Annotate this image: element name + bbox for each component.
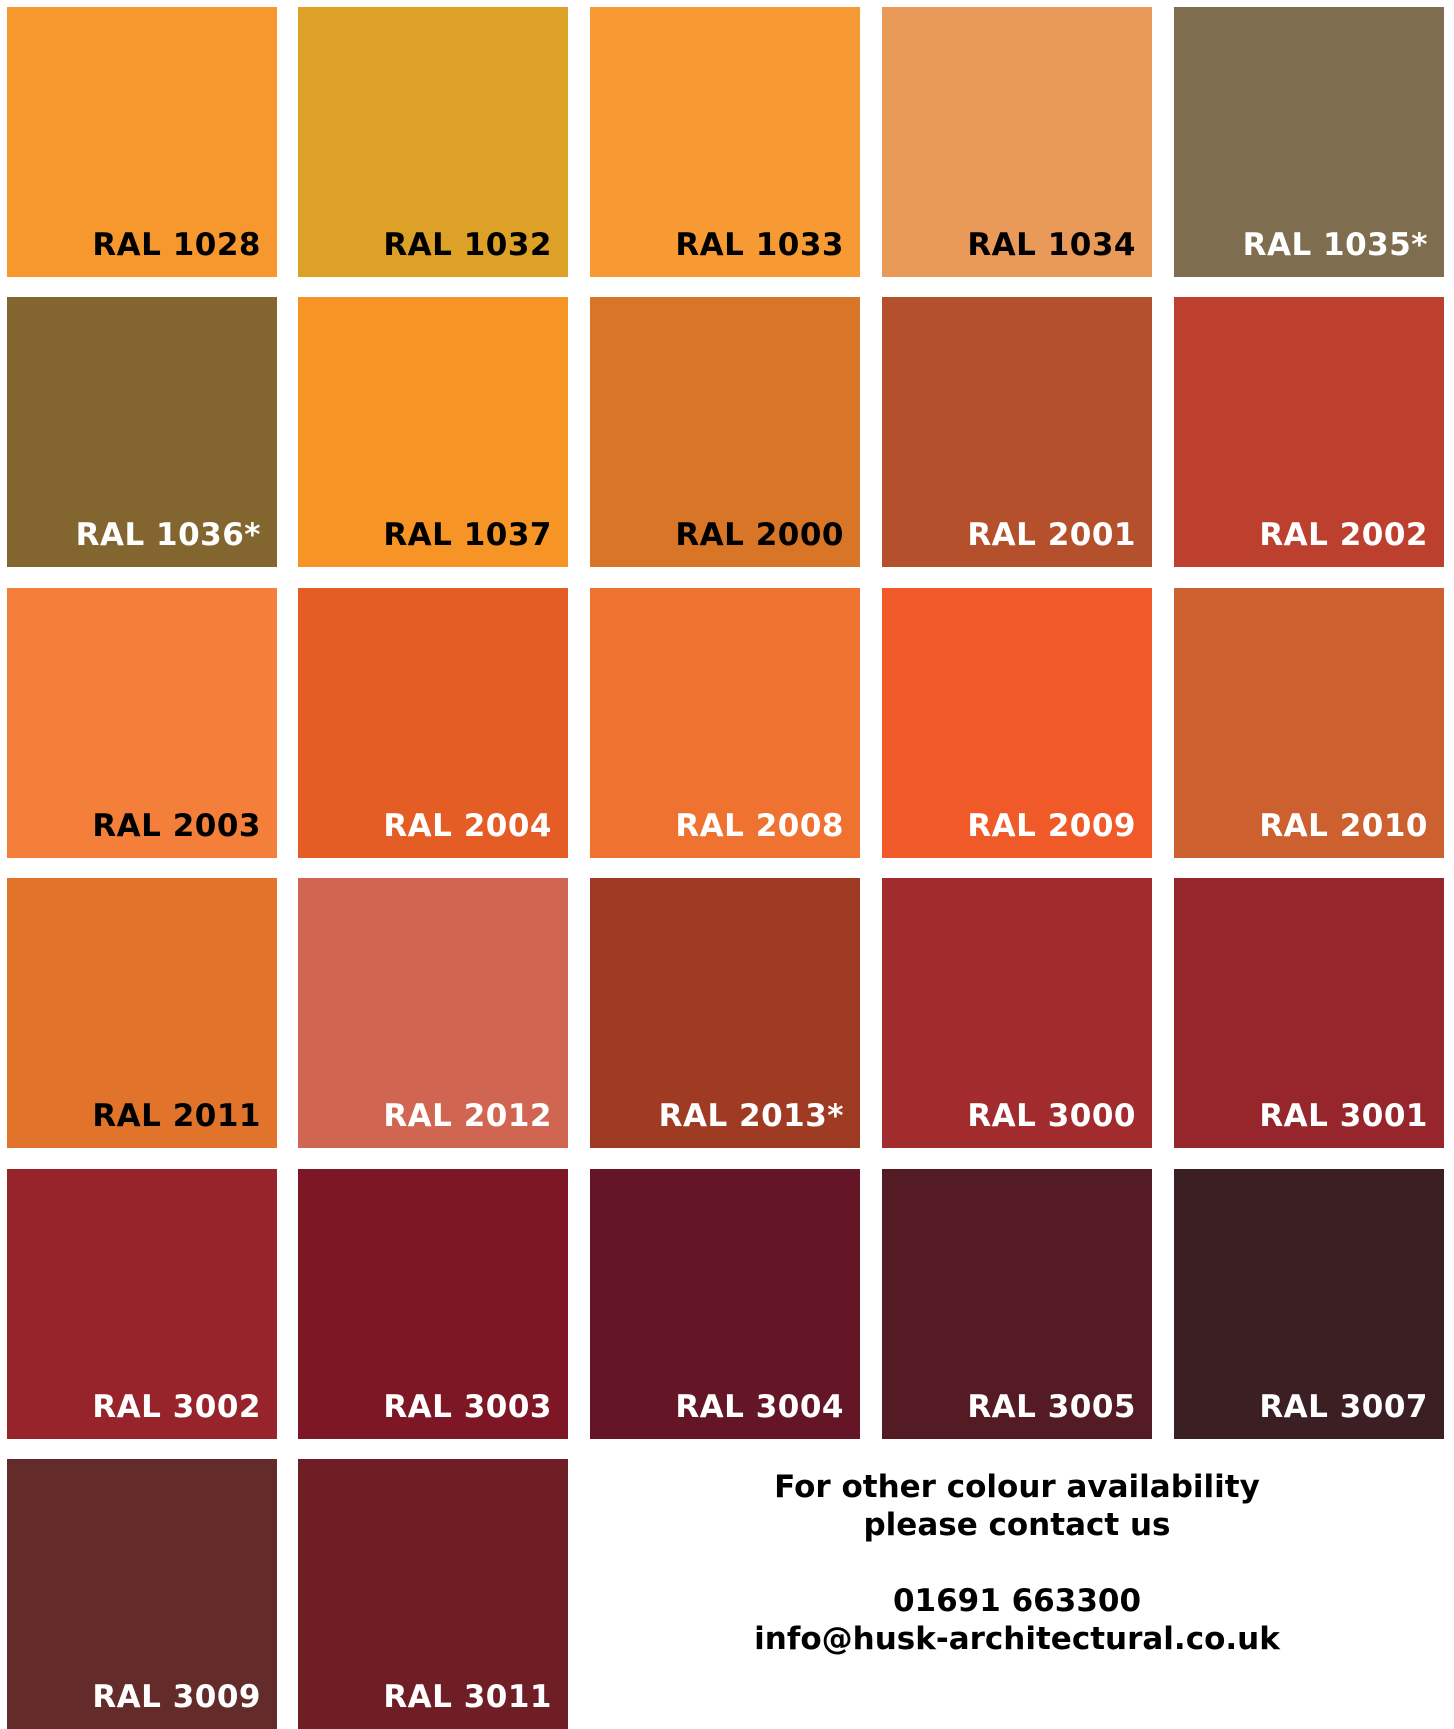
colour-swatch: RAL 3007 (1174, 1169, 1444, 1439)
swatch-label: RAL 3001 (1259, 1098, 1428, 1134)
colour-swatch: RAL 2000 (590, 297, 860, 567)
colour-swatch: RAL 2010 (1174, 588, 1444, 858)
swatch-label: RAL 2002 (1259, 517, 1428, 553)
swatch-label: RAL 2004 (383, 808, 552, 844)
colour-swatch: RAL 2008 (590, 588, 860, 858)
swatch-label: RAL 1035* (1242, 227, 1428, 263)
swatch-label: RAL 2000 (675, 517, 844, 553)
contact-email: info@husk-architectural.co.uk (754, 1621, 1280, 1657)
colour-swatch: RAL 2003 (7, 588, 277, 858)
swatch-label: RAL 3004 (675, 1389, 844, 1425)
swatch-label: RAL 3002 (92, 1389, 261, 1425)
contact-info: For other colour availability please con… (590, 1468, 1444, 1658)
colour-swatch: RAL 3004 (590, 1169, 860, 1439)
swatch-label: RAL 2010 (1259, 808, 1428, 844)
swatch-label: RAL 1036* (75, 517, 261, 553)
swatch-label: RAL 3000 (967, 1098, 1136, 1134)
swatch-label: RAL 2008 (675, 808, 844, 844)
colour-swatch: RAL 3009 (7, 1459, 277, 1729)
colour-swatch: RAL 3001 (1174, 878, 1444, 1148)
colour-swatch: RAL 1032 (298, 7, 568, 277)
colour-swatch: RAL 2001 (882, 297, 1152, 567)
swatch-label: RAL 3011 (383, 1679, 552, 1715)
colour-swatch: RAL 1033 (590, 7, 860, 277)
swatch-label: RAL 2001 (967, 517, 1136, 553)
colour-swatch: RAL 2009 (882, 588, 1152, 858)
swatch-label: RAL 3003 (383, 1389, 552, 1425)
swatch-label: RAL 2011 (92, 1098, 261, 1134)
swatch-label: RAL 3009 (92, 1679, 261, 1715)
colour-swatch: RAL 1028 (7, 7, 277, 277)
swatch-label: RAL 2013* (658, 1098, 844, 1134)
contact-line-2: please contact us (863, 1507, 1171, 1543)
swatch-label: RAL 1028 (92, 227, 261, 263)
colour-swatch: RAL 3011 (298, 1459, 568, 1729)
colour-swatch: RAL 3003 (298, 1169, 568, 1439)
colour-swatch: RAL 2012 (298, 878, 568, 1148)
swatch-label: RAL 2012 (383, 1098, 552, 1134)
swatch-label: RAL 2003 (92, 808, 261, 844)
colour-swatch: RAL 1035* (1174, 7, 1444, 277)
contact-spacer (590, 1544, 1444, 1582)
colour-swatch: RAL 3005 (882, 1169, 1152, 1439)
colour-swatch: RAL 2004 (298, 588, 568, 858)
colour-swatch: RAL 1037 (298, 297, 568, 567)
colour-swatch: RAL 2011 (7, 878, 277, 1148)
swatch-label: RAL 1037 (383, 517, 552, 553)
colour-swatch: RAL 2002 (1174, 297, 1444, 567)
colour-swatch: RAL 3000 (882, 878, 1152, 1148)
colour-swatch: RAL 1036* (7, 297, 277, 567)
swatch-label: RAL 2009 (967, 808, 1136, 844)
swatch-label: RAL 1034 (967, 227, 1136, 263)
colour-swatch: RAL 2013* (590, 878, 860, 1148)
swatch-label: RAL 3005 (967, 1389, 1136, 1425)
contact-line-1: For other colour availability (774, 1469, 1260, 1505)
contact-phone: 01691 663300 (892, 1583, 1142, 1619)
colour-swatch: RAL 1034 (882, 7, 1152, 277)
swatch-label: RAL 1032 (383, 227, 552, 263)
swatch-label: RAL 3007 (1259, 1389, 1428, 1425)
swatch-label: RAL 1033 (675, 227, 844, 263)
colour-swatch: RAL 3002 (7, 1169, 277, 1439)
